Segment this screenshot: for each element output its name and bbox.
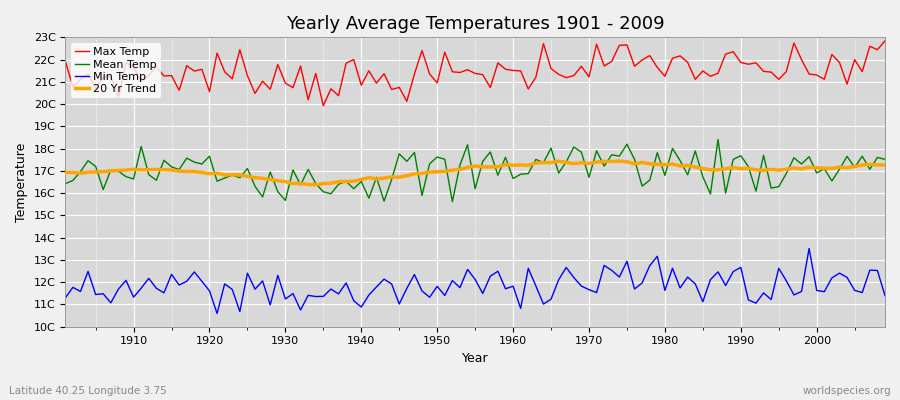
Min Temp	[295, 308, 306, 312]
Max Temp	[288, 85, 299, 90]
X-axis label: Year: Year	[462, 352, 489, 365]
20 Yr Trend	[607, 159, 617, 164]
Line: Mean Temp: Mean Temp	[66, 140, 885, 202]
Min Temp	[121, 278, 131, 283]
Mean Temp	[121, 174, 131, 179]
20 Yr Trend	[60, 170, 71, 175]
Legend: Max Temp, Mean Temp, Min Temp, 20 Yr Trend: Max Temp, Mean Temp, Min Temp, 20 Yr Tre…	[71, 43, 161, 98]
Min Temp	[212, 311, 222, 316]
20 Yr Trend	[310, 182, 321, 187]
Mean Temp	[333, 182, 344, 187]
Max Temp	[879, 38, 890, 43]
20 Yr Trend	[341, 179, 352, 184]
Max Temp	[607, 59, 617, 64]
Max Temp	[516, 68, 526, 73]
Mean Temp	[288, 168, 299, 172]
20 Yr Trend	[121, 168, 131, 172]
Mean Temp	[607, 152, 617, 157]
Min Temp	[516, 306, 526, 311]
Mean Temp	[879, 157, 890, 162]
Y-axis label: Temperature: Temperature	[15, 142, 28, 222]
Min Temp	[804, 246, 814, 251]
Max Temp	[121, 60, 131, 65]
Line: 20 Yr Trend: 20 Yr Trend	[66, 161, 885, 185]
Min Temp	[607, 268, 617, 273]
Max Temp	[341, 61, 352, 66]
Line: Min Temp: Min Temp	[66, 248, 885, 314]
Mean Temp	[60, 181, 71, 186]
Min Temp	[60, 296, 71, 300]
20 Yr Trend	[516, 162, 526, 167]
20 Yr Trend	[879, 162, 890, 167]
Text: Latitude 40.25 Longitude 3.75: Latitude 40.25 Longitude 3.75	[9, 386, 166, 396]
Mean Temp	[447, 199, 458, 204]
Min Temp	[508, 284, 518, 288]
Max Temp	[60, 59, 71, 64]
20 Yr Trend	[508, 163, 518, 168]
Mean Temp	[713, 137, 724, 142]
Max Temp	[318, 103, 328, 108]
Max Temp	[508, 68, 518, 73]
Min Temp	[879, 293, 890, 298]
Mean Temp	[516, 172, 526, 177]
Line: Max Temp: Max Temp	[66, 41, 885, 106]
20 Yr Trend	[288, 181, 299, 186]
Title: Yearly Average Temperatures 1901 - 2009: Yearly Average Temperatures 1901 - 2009	[286, 15, 664, 33]
Mean Temp	[508, 176, 518, 181]
20 Yr Trend	[614, 159, 625, 164]
Min Temp	[341, 280, 352, 285]
Text: worldspecies.org: worldspecies.org	[803, 386, 891, 396]
